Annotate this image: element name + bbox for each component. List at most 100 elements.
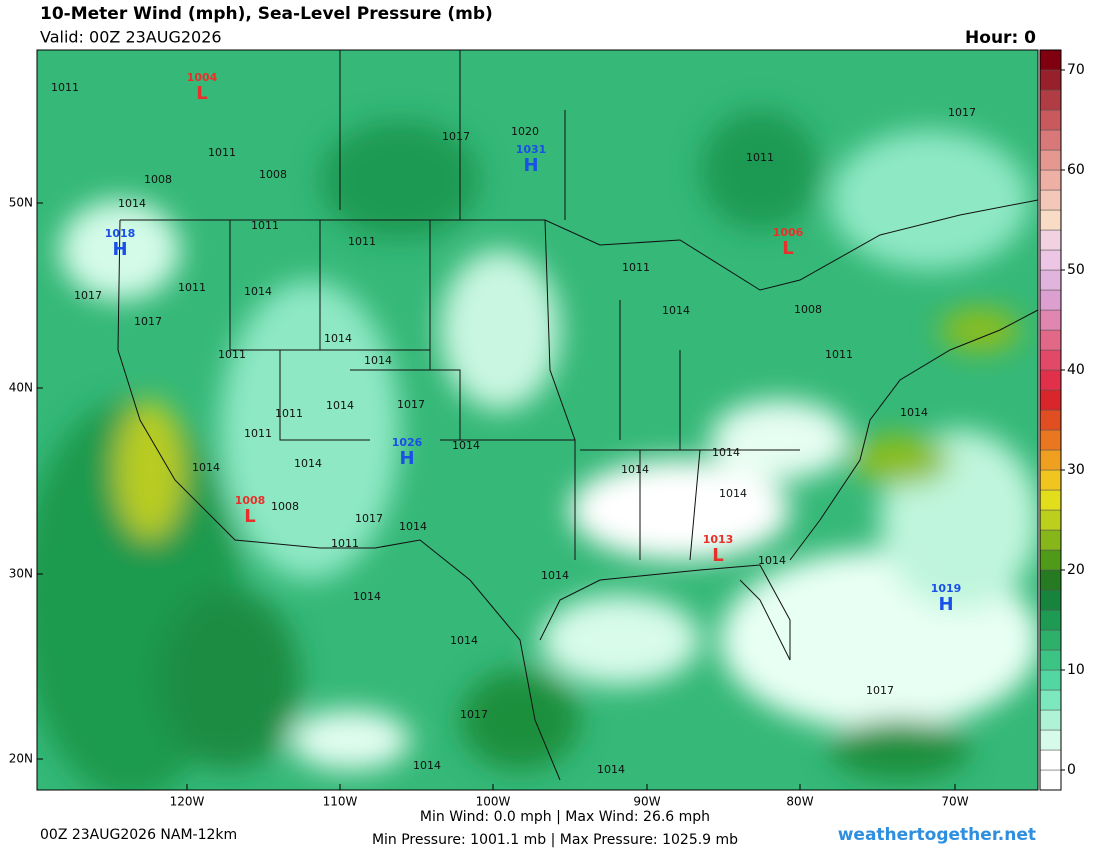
isobar-label: 1014 bbox=[324, 332, 352, 345]
boundaries bbox=[117, 50, 1038, 781]
colorbar-cell bbox=[1039, 269, 1062, 291]
forecast-hour: Hour: 0 bbox=[965, 28, 1036, 48]
colorbar-label: 70 bbox=[1067, 62, 1085, 78]
colorbar-cell bbox=[1039, 369, 1062, 391]
isobar-label: 1017 bbox=[866, 684, 894, 697]
isobar-label: 1011 bbox=[275, 407, 303, 420]
colorbar-cell bbox=[1039, 709, 1062, 731]
center-pressure: 1013 bbox=[703, 533, 734, 546]
isobar-label: 1014 bbox=[294, 457, 322, 470]
colorbar-cell bbox=[1039, 109, 1062, 131]
isobar-label: 1017 bbox=[134, 315, 162, 328]
center-pressure: 1031 bbox=[516, 143, 547, 156]
isobar-label: 1014 bbox=[719, 487, 747, 500]
isobar-label: 1014 bbox=[364, 354, 392, 367]
center-pressure: 1006 bbox=[773, 226, 804, 239]
center-letter: H bbox=[523, 155, 538, 176]
isobar-label: 1011 bbox=[218, 348, 246, 361]
isobar-label: 1008 bbox=[259, 168, 287, 181]
isobar-label: 1011 bbox=[178, 281, 206, 294]
isobar-label: 1008 bbox=[794, 303, 822, 316]
isobar-label: 1011 bbox=[348, 235, 376, 248]
isobar-label: 1017 bbox=[442, 130, 470, 143]
isobar-label: 1014 bbox=[621, 463, 649, 476]
isobar-label: 1011 bbox=[331, 537, 359, 550]
colorbar-cell bbox=[1039, 529, 1062, 551]
colorbar-cell bbox=[1039, 769, 1062, 791]
center-letter: L bbox=[196, 83, 207, 104]
wind-stats: Min Wind: 0.0 mph | Max Wind: 26.6 mph bbox=[420, 809, 710, 825]
isobar-label: 1011 bbox=[746, 151, 774, 164]
pressure-stats: Min Pressure: 1001.1 mb | Max Pressure: … bbox=[372, 832, 738, 848]
colorbar-label: 40 bbox=[1067, 362, 1085, 378]
lat-label: 30N bbox=[9, 567, 33, 581]
map-labels: 50N 40N 30N 20N 120W 110W 100W 90W 80W 70W 1011 100… bbox=[9, 71, 976, 809]
isobar-label: 1014 bbox=[353, 590, 381, 603]
isobar-label: 1008 bbox=[144, 173, 172, 186]
colorbar-cell bbox=[1039, 309, 1062, 331]
colorbar-cell bbox=[1039, 89, 1062, 111]
isobar-label: 1017 bbox=[397, 398, 425, 411]
colorbar-cell bbox=[1039, 189, 1062, 211]
colorbar-cell bbox=[1039, 729, 1062, 751]
center-pressure: 1019 bbox=[931, 582, 962, 595]
colorbar-cell bbox=[1039, 469, 1062, 491]
colorbar-cell bbox=[1039, 649, 1062, 671]
isobar-label: 1011 bbox=[244, 427, 272, 440]
isobar-label: 1008 bbox=[271, 500, 299, 513]
colorbar-cell bbox=[1039, 569, 1062, 591]
center-pressure: 1008 bbox=[235, 494, 266, 507]
isobar-label: 1014 bbox=[244, 285, 272, 298]
center-pressure: 1018 bbox=[105, 227, 136, 240]
lon-label: 80W bbox=[786, 795, 813, 809]
isobar-label: 1014 bbox=[452, 439, 480, 452]
lat-label: 20N bbox=[9, 752, 33, 766]
center-letter: H bbox=[399, 448, 414, 469]
colorbar-cell bbox=[1039, 389, 1062, 411]
center-letter: L bbox=[244, 506, 255, 527]
colorbar-label: 10 bbox=[1067, 662, 1085, 678]
center-letter: L bbox=[782, 238, 793, 259]
valid-time: Valid: 00Z 23AUG2026 bbox=[40, 28, 222, 47]
isobar-label: 1011 bbox=[825, 348, 853, 361]
isobar-label: 1011 bbox=[51, 81, 79, 94]
lon-label: 100W bbox=[476, 795, 511, 809]
isobar-label: 1017 bbox=[355, 512, 383, 525]
colorbar-cell bbox=[1039, 669, 1062, 691]
colorbar-cell bbox=[1039, 69, 1062, 91]
isobar-label: 1014 bbox=[399, 520, 427, 533]
colorbar-cell bbox=[1039, 409, 1062, 431]
isobar-label: 1014 bbox=[326, 399, 354, 412]
colorbar-label: 30 bbox=[1067, 462, 1085, 478]
center-letter: H bbox=[112, 239, 127, 260]
center-pressure: 1026 bbox=[392, 436, 423, 449]
isobar-label: 1014 bbox=[450, 634, 478, 647]
colorbar-cell bbox=[1039, 489, 1062, 511]
isobar-label: 1014 bbox=[192, 461, 220, 474]
colorbar-cell bbox=[1039, 49, 1062, 71]
lat-label: 40N bbox=[9, 381, 33, 395]
site-credit[interactable]: weathertogether.net bbox=[838, 825, 1036, 845]
colorbar-cell bbox=[1039, 589, 1062, 611]
colorbar-cell bbox=[1039, 289, 1062, 311]
center-pressure: 1004 bbox=[187, 71, 218, 84]
isobar-label: 1014 bbox=[712, 446, 740, 459]
lat-label: 50N bbox=[9, 196, 33, 210]
isobar-label: 1017 bbox=[948, 106, 976, 119]
map-frame bbox=[36, 49, 1039, 791]
isobar-label: 1014 bbox=[900, 406, 928, 419]
colorbar-cell bbox=[1039, 549, 1062, 571]
isobar-label: 1011 bbox=[622, 261, 650, 274]
isobar-label: 1011 bbox=[251, 219, 279, 232]
colorbar-cell bbox=[1039, 329, 1062, 351]
colorbar-frame bbox=[1039, 49, 1062, 791]
isobar-label: 1020 bbox=[511, 125, 539, 138]
colorbar-cell bbox=[1039, 429, 1062, 451]
colorbar: 0 10 20 30 40 50 60 70 bbox=[1039, 49, 1085, 791]
colorbar-label: 20 bbox=[1067, 562, 1085, 578]
model-run: 00Z 23AUG2026 NAM-12km bbox=[40, 827, 237, 843]
isobar-label: 1014 bbox=[662, 304, 690, 317]
colorbar-label: 60 bbox=[1067, 162, 1085, 178]
colorbar-cell bbox=[1039, 449, 1062, 471]
